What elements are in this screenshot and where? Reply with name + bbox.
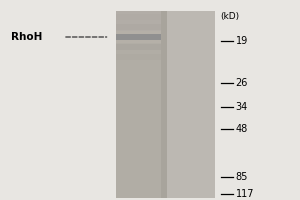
Bar <box>116 44 160 50</box>
Text: RhoH: RhoH <box>11 32 42 42</box>
Bar <box>116 11 214 198</box>
Text: (kD): (kD) <box>220 11 240 21</box>
Bar <box>167 11 214 198</box>
Bar <box>160 11 166 198</box>
Bar <box>116 11 160 198</box>
Bar <box>116 11 160 31</box>
Text: 117: 117 <box>236 189 254 199</box>
Text: 26: 26 <box>236 78 248 88</box>
Bar <box>116 54 160 60</box>
Bar <box>116 24 160 30</box>
Text: 85: 85 <box>236 172 248 182</box>
Bar <box>116 14 160 20</box>
Text: 19: 19 <box>236 36 248 46</box>
Bar <box>116 43 160 198</box>
Text: 48: 48 <box>236 124 248 134</box>
Bar <box>116 34 160 40</box>
Text: 34: 34 <box>236 102 248 112</box>
